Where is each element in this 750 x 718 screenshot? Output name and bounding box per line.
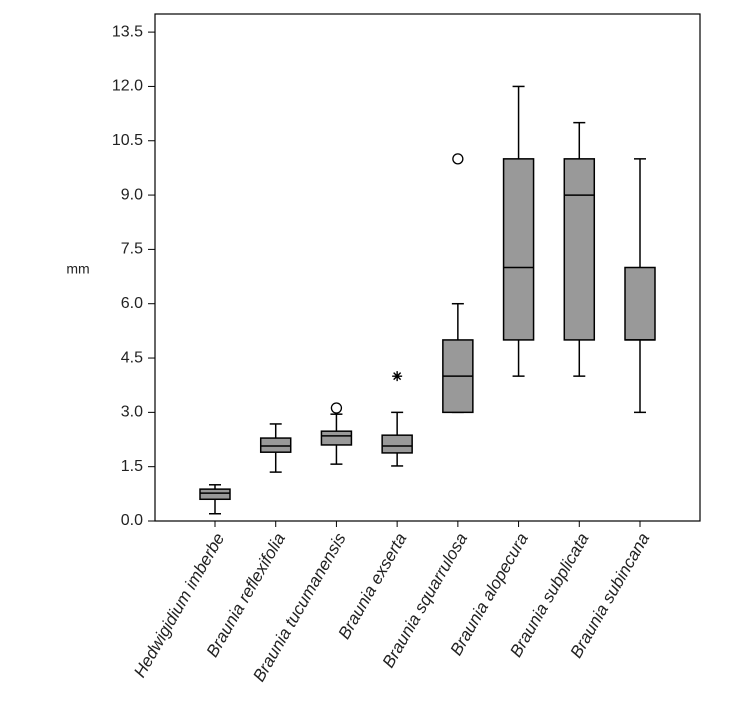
y-tick-label: 6.0 [121, 295, 143, 312]
y-tick-label: 0.0 [121, 512, 143, 529]
y-axis-label: mm [66, 261, 89, 277]
y-tick-label: 12.0 [112, 78, 143, 95]
y-tick-label: 4.5 [121, 349, 143, 366]
y-tick-label: 9.0 [121, 186, 143, 203]
box [320, 430, 353, 446]
extreme [392, 371, 403, 382]
y-tick-label: 7.5 [121, 241, 143, 258]
outlier [452, 153, 464, 165]
box [563, 158, 596, 341]
y-tick-label: 3.0 [121, 404, 143, 421]
y-tick-label: 13.5 [112, 23, 143, 40]
box [259, 437, 292, 453]
outlier [330, 402, 343, 414]
box [381, 434, 413, 454]
box [624, 266, 656, 341]
box [199, 488, 231, 501]
box [502, 158, 535, 341]
y-tick-label: 10.5 [112, 132, 143, 149]
y-tick-label: 1.5 [121, 458, 143, 475]
plot-frame [154, 13, 701, 522]
